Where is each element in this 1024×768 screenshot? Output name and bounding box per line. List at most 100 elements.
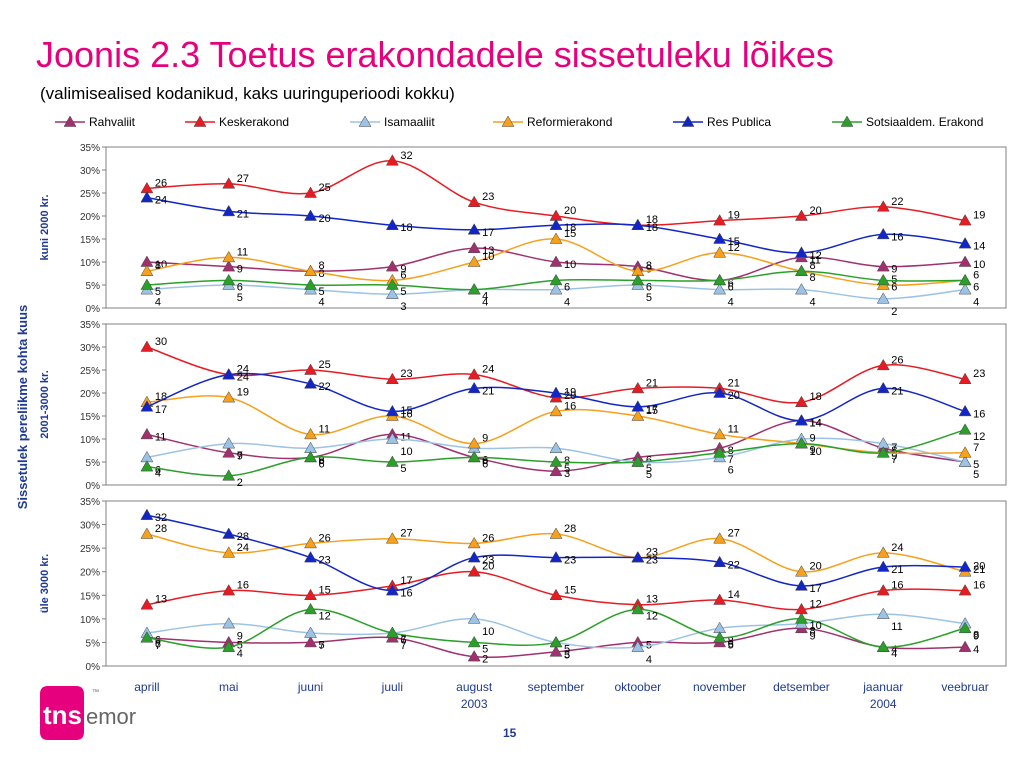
data-label-2-5-2: 12 [319,610,331,622]
data-label-2-5-6: 12 [646,610,658,622]
data-label-2-0-5: 3 [564,649,570,661]
data-point-1-5-7 [713,446,727,458]
data-label-0-0-7: 6 [728,277,734,289]
data-label-0-2-3: 3 [400,301,406,313]
data-point-2-4-2 [304,551,317,563]
data-label-2-1-3: 17 [400,575,412,587]
data-point-1-3-4 [467,437,481,449]
data-point-2-3-8 [795,565,808,577]
data-point-1-4-2 [304,377,317,389]
y-tick-label-2-5: 25% [80,544,100,555]
data-point-2-3-7 [713,532,727,544]
data-label-0-2-2: 4 [319,297,325,309]
legend-marker-0 [63,115,77,127]
y-tick-label-1-3: 15% [80,412,100,423]
data-point-0-2-7 [713,283,727,295]
data-label-0-2-1: 5 [237,292,243,304]
data-point-0-4-10 [958,237,972,249]
data-label-2-3-2: 26 [319,532,331,544]
x-tick-label-7: november [693,680,746,694]
data-point-1-5-4 [467,450,481,463]
data-label-0-3-1: 11 [237,246,248,258]
y-axis-title: Sissetulek pereliikme kohta kuus [15,305,30,509]
data-point-0-3-0 [140,264,154,276]
data-label-1-3-10: 7 [973,442,979,454]
data-point-2-3-3 [385,532,399,544]
data-point-1-1-4 [467,368,481,380]
data-label-1-2-5: 8 [564,455,570,467]
data-point-1-2-5 [549,441,563,453]
page-subtitle: (valimisealised kodanikud, kaks uuringup… [40,84,455,103]
data-label-2-3-8: 20 [809,561,821,573]
y-tick-label-2-7: 35% [80,497,100,508]
data-label-1-0-8: 14 [809,418,821,430]
data-label-0-2-7: 4 [728,297,734,309]
data-label-1-1-6: 21 [646,377,658,389]
data-point-0-5-8 [795,264,808,276]
data-label-2-3-6: 23 [646,547,658,559]
data-label-0-2-8: 4 [809,297,815,309]
data-label-1-5-4: 6 [482,458,488,470]
data-label-0-5-6: 6 [646,281,652,293]
data-label-0-2-5: 4 [564,297,570,309]
data-label-0-0-2: 8 [319,268,325,280]
data-point-1-5-1 [222,469,236,481]
data-label-1-0-4: 6 [482,454,488,466]
data-label-2-0-1: 5 [237,639,243,651]
panel-frame-2 [105,500,1007,667]
data-label-2-5-7: 6 [728,639,734,651]
data-label-2-2-0: 7 [155,640,161,652]
data-point-0-3-5 [549,232,563,244]
data-label-2-1-6: 13 [646,594,658,606]
x-tick-label-9: jaanuar [862,680,903,694]
data-point-1-3-1 [222,391,236,403]
data-point-1-1-3 [385,372,399,384]
legend-marker-5 [840,115,854,127]
data-point-2-4-4 [467,551,481,563]
data-label-2-5-9: 4 [891,648,897,660]
data-label-2-0-8: 8 [809,625,815,637]
data-label-0-3-10: 6 [973,269,979,281]
data-point-0-4-7 [713,232,727,244]
data-label-2-1-0: 13 [155,594,167,606]
data-label-2-1-8: 12 [809,598,821,610]
data-label-2-2-8: 9 [809,631,815,643]
data-label-1-4-2: 22 [319,381,331,393]
data-point-2-4-1 [222,527,236,539]
data-point-2-0-10 [958,640,972,652]
data-label-1-3-5: 16 [564,400,576,412]
data-point-0-1-9 [876,200,890,212]
data-point-2-1-5 [549,588,563,601]
data-label-1-2-3: 10 [400,446,412,458]
data-point-2-4-3 [385,584,399,596]
data-label-0-0-1: 9 [237,264,243,276]
data-point-2-4-8 [795,579,808,591]
data-label-0-4-10: 14 [973,241,985,253]
x-tick-label-3: juuli [381,680,403,694]
data-label-2-0-9: 4 [891,644,897,656]
data-label-0-2-4: 4 [482,297,488,309]
data-label-0-2-6: 5 [646,292,652,304]
data-label-2-5-3: 7 [400,634,406,646]
data-point-2-5-10 [958,621,972,634]
data-label-0-4-3: 18 [400,222,412,234]
data-point-1-5-8 [795,437,808,449]
data-point-0-2-10 [958,283,972,295]
data-label-2-4-9: 21 [891,564,903,576]
data-label-0-5-1: 6 [237,281,243,293]
data-label-2-5-1: 4 [237,648,243,660]
data-point-1-1-8 [795,395,808,407]
data-label-2-3-1: 24 [237,542,249,554]
data-label-0-4-8: 12 [809,250,821,262]
data-label-1-1-1: 24 [237,364,249,376]
x-tick-label-4: august [456,680,493,694]
data-point-0-1-8 [795,209,808,221]
data-label-2-2-7: 8 [728,635,734,647]
data-label-2-4-2: 23 [319,555,331,567]
data-point-0-4-5 [549,218,563,230]
data-point-0-4-8 [795,246,808,258]
y-tick-label-0-2: 10% [80,258,100,269]
y-tick-label-0-5: 25% [80,189,100,200]
data-point-2-5-0 [140,631,154,643]
data-point-2-5-3 [385,626,399,638]
